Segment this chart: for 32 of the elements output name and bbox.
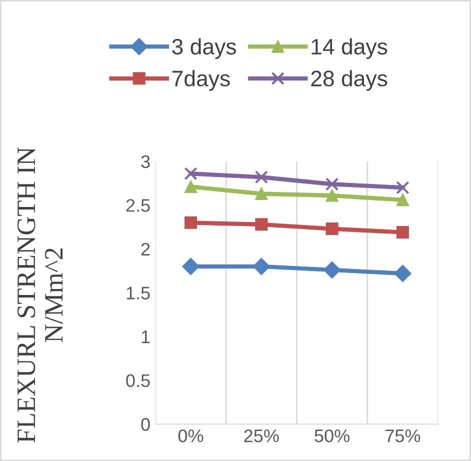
x-tick-label: 75% bbox=[386, 430, 420, 442]
x-tick-label: 0% bbox=[178, 429, 204, 442]
point bbox=[325, 178, 339, 191]
legend-label: 14 days bbox=[312, 38, 388, 59]
point bbox=[182, 258, 200, 276]
y-tick-label: 0.5 bbox=[126, 374, 150, 388]
point bbox=[184, 180, 198, 193]
y-axis-title: FLEXURL STRENGTH IN N/Mm^2 bbox=[17, 147, 63, 443]
y-tick-label: 2 bbox=[141, 242, 150, 256]
point bbox=[184, 216, 198, 229]
point bbox=[255, 188, 268, 200]
point bbox=[252, 258, 270, 276]
point bbox=[396, 194, 409, 206]
legend-label: 7days bbox=[172, 70, 230, 91]
y-tick-label: 0 bbox=[141, 418, 150, 431]
point bbox=[396, 181, 410, 194]
point bbox=[326, 189, 338, 202]
point bbox=[394, 264, 412, 282]
point bbox=[396, 226, 409, 239]
point bbox=[254, 170, 268, 184]
point bbox=[326, 222, 338, 236]
y-tick-label: 1 bbox=[142, 330, 150, 344]
point bbox=[324, 261, 341, 279]
y-tick-label: 1.5 bbox=[126, 286, 150, 300]
y-tick-label: 2.5 bbox=[126, 199, 150, 212]
x-tick-label: 50% bbox=[314, 429, 350, 442]
x-tick-label: 25% bbox=[244, 429, 279, 442]
point bbox=[184, 167, 198, 180]
y-tick-label: 3 bbox=[141, 155, 150, 168]
legend-label: 28 days bbox=[311, 70, 388, 91]
legend-label: 3 days bbox=[172, 38, 236, 59]
point bbox=[255, 218, 268, 231]
